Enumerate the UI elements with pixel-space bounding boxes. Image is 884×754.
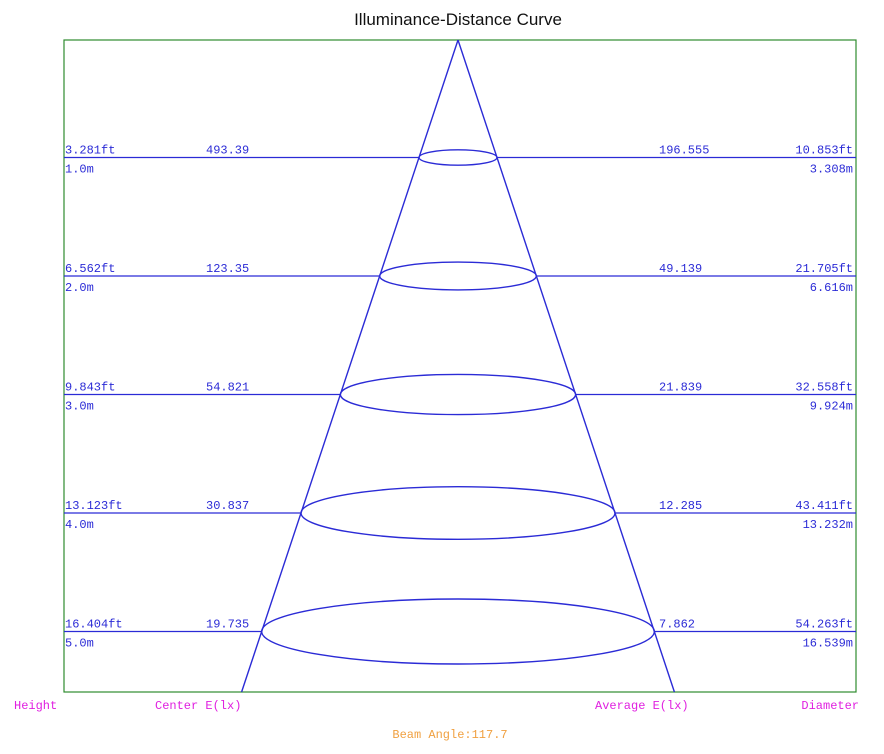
beam-ellipse (300, 486, 616, 541)
height-m-label: 2.0m (65, 281, 94, 295)
height-ft-label: 16.404ft (65, 618, 123, 632)
average-illuminance-column-label: Average E(lx) (595, 699, 689, 713)
diameter-column-label: Diameter (801, 699, 859, 713)
center-illuminance-value: 493.39 (206, 144, 249, 158)
center-illuminance-value: 123.35 (206, 262, 249, 276)
beam-ellipse (378, 261, 538, 291)
plot-frame (63, 39, 857, 693)
distance-row: 6.562ft 2.0m 123.35 49.139 21.705ft 6.616m (64, 262, 856, 295)
cone-left-edge (240, 39, 459, 693)
distance-row: 16.404ft 5.0m 19.735 7.862 54.263ft 16.539m (64, 618, 856, 651)
diameter-ft-label: 43.411ft (795, 499, 853, 513)
center-illuminance-value: 30.837 (206, 499, 249, 513)
beam-cone (240, 39, 676, 693)
height-ft-label: 9.843ft (65, 381, 115, 395)
diameter-m-label: 16.539m (803, 637, 853, 651)
height-ft-label: 6.562ft (65, 262, 115, 276)
distance-row: 3.281ft 1.0m 493.39 196.555 10.853ft 3.308m (64, 144, 856, 177)
cone-right-edge (457, 39, 676, 693)
height-ft-label: 3.281ft (65, 144, 115, 158)
average-illuminance-value: 196.555 (659, 144, 709, 158)
center-illuminance-value: 19.735 (206, 618, 249, 632)
diameter-ft-label: 10.853ft (795, 144, 853, 158)
beam-ellipse (260, 598, 656, 665)
height-ft-label: 13.123ft (65, 499, 123, 513)
height-m-label: 4.0m (65, 518, 94, 532)
average-illuminance-value: 49.139 (659, 262, 702, 276)
center-illuminance-column-label: Center E(lx) (155, 699, 241, 713)
height-column-label: Height (14, 699, 57, 713)
distance-rows: 3.281ft 1.0m 493.39 196.555 10.853ft 3.308m 6.… (64, 144, 856, 651)
diameter-m-label: 13.232m (803, 518, 853, 532)
diameter-ft-label: 32.558ft (795, 381, 853, 395)
height-m-label: 5.0m (65, 637, 94, 651)
height-m-label: 3.0m (65, 400, 94, 414)
average-illuminance-value: 21.839 (659, 381, 702, 395)
diameter-ft-label: 21.705ft (795, 262, 853, 276)
beam-ellipse (339, 373, 577, 416)
diameter-m-label: 3.308m (810, 163, 853, 177)
beam-angle-label: Beam Angle:117.7 (392, 728, 507, 742)
diameter-m-label: 6.616m (810, 281, 853, 295)
beam-ellipse (418, 149, 498, 166)
diameter-m-label: 9.924m (810, 400, 853, 414)
center-illuminance-value: 54.821 (206, 381, 249, 395)
height-m-label: 1.0m (65, 163, 94, 177)
average-illuminance-value: 7.862 (659, 618, 695, 632)
distance-row: 9.843ft 3.0m 54.821 21.839 32.558ft 9.924m (64, 381, 856, 414)
average-illuminance-value: 12.285 (659, 499, 702, 513)
distance-row: 13.123ft 4.0m 30.837 12.285 43.411ft 13.232m (64, 499, 856, 532)
chart-title: Illuminance-Distance Curve (354, 10, 562, 29)
diameter-ft-label: 54.263ft (795, 618, 853, 632)
